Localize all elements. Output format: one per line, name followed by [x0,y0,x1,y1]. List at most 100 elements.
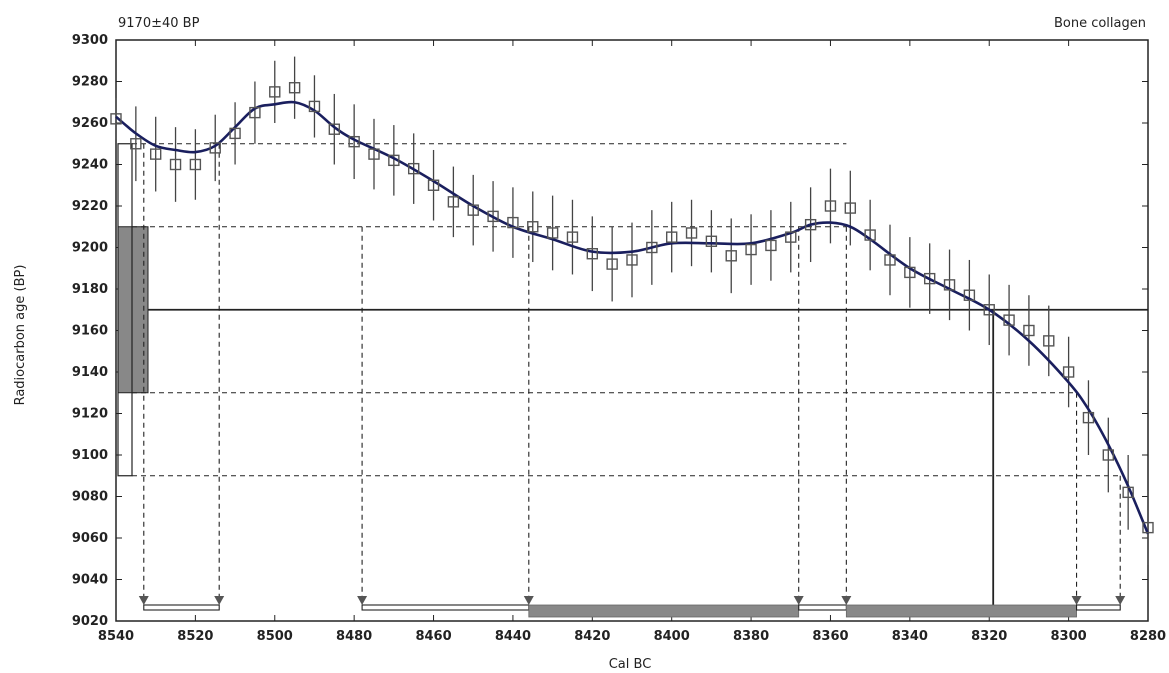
measurement-point [785,231,797,243]
measurement-point [804,218,817,231]
x-tick-label: 8380 [733,629,769,644]
x-tick-label: 8440 [495,629,531,644]
y-tick-label: 9220 [72,199,108,214]
measurement-point [209,142,221,154]
measurement-point [884,254,896,266]
calibration-curve [115,100,1150,535]
x-tick-label: 8460 [415,629,451,644]
measurement-point [249,106,261,119]
measurement-point [864,229,876,241]
y-tick-label: 9060 [72,531,108,546]
measurement-point [348,135,360,148]
measurement-point [149,148,162,160]
measurement-point [447,196,460,208]
measurement-point [1082,411,1095,424]
measurement-point [467,204,479,216]
measurement-point [427,179,440,191]
measurement-point [1062,366,1075,378]
measurement-point [665,231,678,243]
x-tick-label: 8340 [892,629,928,644]
projection-arrow [138,596,149,605]
measurement-point [844,202,857,214]
y-tick-label: 9120 [72,407,108,422]
y-tick-label: 9100 [72,448,108,463]
x-axis-title: Cal BC [609,657,652,672]
measurement-point [388,154,400,167]
x-tick-label: 8400 [654,629,690,644]
measurement-point [1023,324,1035,337]
measurement-point [765,239,777,252]
measurement-point [963,289,976,301]
x-tick-label: 8420 [574,629,610,644]
measurement-point [626,254,638,266]
measurement-point [566,231,579,243]
y-tick-label: 9180 [72,282,108,297]
x-tick-label: 8480 [336,629,372,644]
calibrated-range-bracket [798,604,847,611]
y-tick-label: 9260 [72,116,108,131]
x-tick-label: 8320 [971,629,1007,644]
sample-type-label: Bone collagen [1054,16,1146,31]
measurement-point [745,243,757,256]
measurement-point [586,248,599,260]
y-tick-label: 9300 [72,33,108,48]
projection-arrow [1115,596,1126,605]
y-axis-title: Radiocarbon age (BP) [13,265,28,406]
measurement-point [229,127,241,140]
measurement-point [269,86,281,98]
x-tick-label: 8300 [1051,629,1087,644]
measurement-point [189,158,202,171]
measurement-point [328,123,341,135]
projection-arrow [1071,596,1082,605]
measurement-point [288,82,301,94]
y-tick-label: 9080 [72,490,108,505]
projection-arrow [523,596,534,605]
calibrated-range-shaded [528,604,800,618]
measurement-point [705,235,718,247]
calibrated-range-shaded [845,604,1077,618]
measurement-point [507,216,519,229]
calibrated-range-bracket [1076,604,1121,611]
y-tick-label: 9140 [72,365,108,380]
measurement-point [1043,335,1055,347]
y-tick-label: 9280 [72,75,108,90]
x-tick-label: 8280 [1130,629,1166,644]
measurement-point [725,250,737,262]
measurement-point [983,304,995,316]
measurement-point [646,241,658,254]
age-1sigma-box [117,226,149,394]
measurement-point [606,258,618,270]
y-tick-label: 9240 [72,158,108,173]
measurement-point [169,158,182,171]
projection-arrow [793,596,804,605]
measurement-point [1122,486,1134,499]
x-tick-label: 8540 [98,629,134,644]
y-tick-label: 9200 [72,241,108,256]
measurement-point [1003,314,1015,326]
calibrated-range-bracket [143,604,220,611]
measurement-point [368,148,380,160]
projection-arrow [357,596,368,605]
y-tick-label: 9020 [72,614,108,629]
measurement-point [923,272,936,285]
measurement-point [527,221,539,233]
measurement-point [824,200,837,212]
measurement-point [487,210,499,223]
measurement-point [904,266,916,279]
y-tick-label: 9040 [72,573,108,588]
measurement-point [130,138,142,150]
x-tick-label: 8500 [257,629,293,644]
measurement-point [1142,521,1154,534]
age-2sigma-box [117,143,133,477]
measurement-point [685,227,698,239]
plot-area: 9020 9040 9060 9080 9100 9120 9140 9160 9180 9200… [72,33,1166,644]
sample-age-label: 9170±40 BP [118,16,200,31]
measurement-point [1102,449,1115,461]
projection-arrow [214,596,225,605]
measurement-point [110,113,122,125]
measurement-point [546,227,559,239]
measurement-point [943,279,956,291]
calibrated-range-bracket [361,604,530,611]
measurement-point [407,162,420,175]
